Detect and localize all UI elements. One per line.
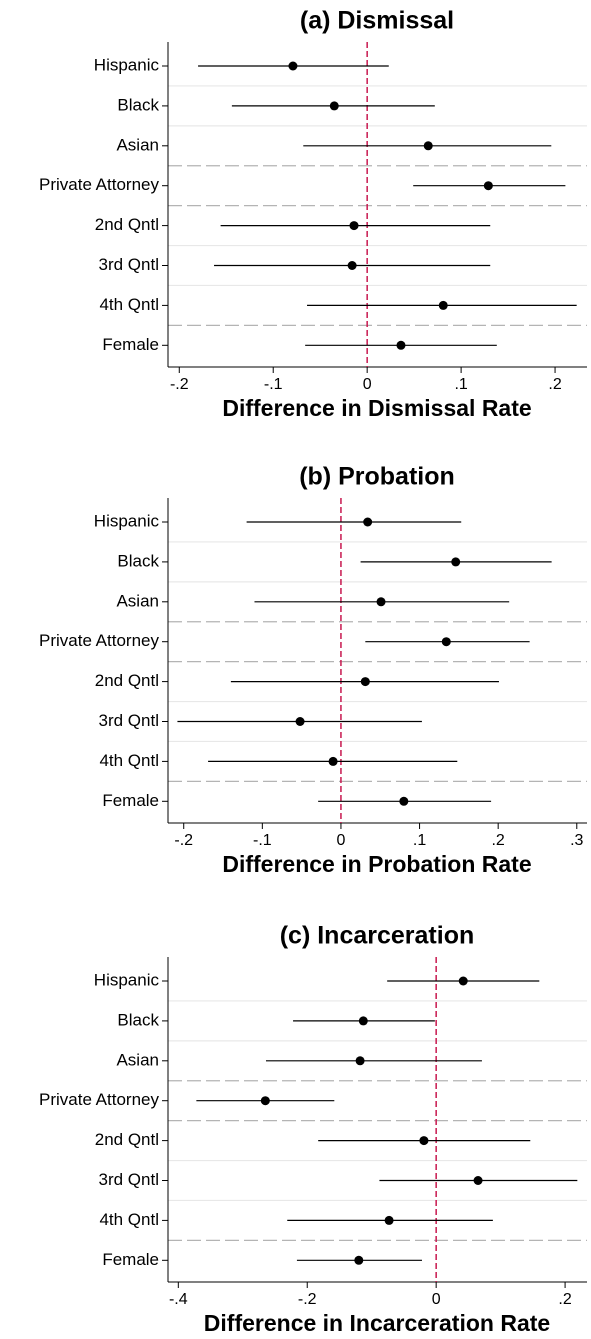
point-estimate — [396, 340, 406, 350]
y-tick-label: Female — [102, 1250, 159, 1269]
point-estimate — [376, 597, 386, 607]
x-tick-label: 0 — [336, 832, 345, 849]
point-estimate — [363, 517, 373, 527]
y-tick-label: 4th Qntl — [99, 295, 159, 314]
x-tick-label: -.2 — [298, 1291, 317, 1308]
point-estimate — [347, 261, 357, 270]
y-tick-label: Hispanic — [94, 55, 160, 74]
y-tick-label: Female — [102, 335, 159, 354]
point-estimate — [423, 141, 433, 151]
x-axis-label: Difference in Dismissal Rate — [222, 395, 531, 421]
y-tick-label: 3rd Qntl — [99, 711, 159, 730]
chart-title: (c) Incarceration — [280, 922, 475, 950]
x-tick-label: .2 — [548, 376, 561, 393]
y-tick-label: 3rd Qntl — [99, 1170, 159, 1189]
point-estimate — [358, 1016, 368, 1026]
point-estimate — [451, 557, 461, 567]
chart-title: (a) Dismissal — [300, 7, 454, 35]
y-tick-label: 2nd Qntl — [95, 1130, 159, 1149]
point-estimate — [260, 1096, 270, 1106]
point-estimate — [473, 1176, 483, 1185]
point-estimate — [329, 101, 339, 111]
x-tick-label: -.4 — [169, 1291, 188, 1308]
x-tick-label: .1 — [454, 376, 467, 393]
x-axis-label: Difference in Probation Rate — [222, 851, 531, 877]
x-tick-label: -.1 — [264, 376, 283, 393]
x-tick-label: .2 — [491, 832, 504, 849]
y-tick-label: Asian — [116, 591, 159, 610]
point-estimate — [441, 637, 451, 647]
point-estimate — [384, 1215, 394, 1225]
y-tick-label: 2nd Qntl — [95, 671, 159, 690]
point-estimate — [458, 976, 468, 986]
y-tick-label: Asian — [116, 1050, 159, 1069]
point-estimate — [328, 756, 338, 766]
point-estimate — [355, 1056, 365, 1066]
y-tick-label: Hispanic — [94, 970, 160, 989]
y-tick-label: 3rd Qntl — [99, 255, 159, 274]
point-estimate — [354, 1255, 364, 1265]
y-tick-label: 2nd Qntl — [95, 215, 159, 234]
y-tick-label: 4th Qntl — [99, 751, 159, 770]
y-tick-label: Private Attorney — [39, 631, 160, 650]
x-tick-label: 0 — [363, 376, 372, 393]
x-tick-label: -.2 — [174, 832, 193, 849]
x-axis-label: Difference in Incarceration Rate — [204, 1310, 550, 1336]
x-tick-label: -.1 — [253, 832, 272, 849]
y-tick-label: Black — [117, 95, 159, 114]
point-estimate — [295, 717, 305, 726]
x-tick-label: .3 — [570, 832, 583, 849]
x-tick-label: .1 — [413, 832, 426, 849]
point-estimate — [438, 300, 448, 310]
point-estimate — [288, 61, 298, 71]
y-tick-label: Private Attorney — [39, 1090, 160, 1109]
y-tick-label: Black — [117, 1010, 159, 1029]
point-estimate — [483, 181, 493, 191]
point-estimate — [349, 221, 359, 231]
y-tick-label: Asian — [116, 135, 159, 154]
y-tick-label: Private Attorney — [39, 175, 160, 194]
x-tick-label: 0 — [432, 1291, 441, 1308]
chart-title: (b) Probation — [299, 463, 455, 491]
y-tick-label: Hispanic — [94, 511, 160, 530]
y-tick-label: Black — [117, 551, 159, 570]
y-tick-label: Female — [102, 791, 159, 810]
point-estimate — [360, 677, 370, 687]
y-tick-label: 4th Qntl — [99, 1210, 159, 1229]
x-tick-label: .2 — [558, 1291, 571, 1308]
x-tick-label: -.2 — [170, 376, 189, 393]
point-estimate — [419, 1136, 429, 1146]
point-estimate — [399, 796, 409, 806]
